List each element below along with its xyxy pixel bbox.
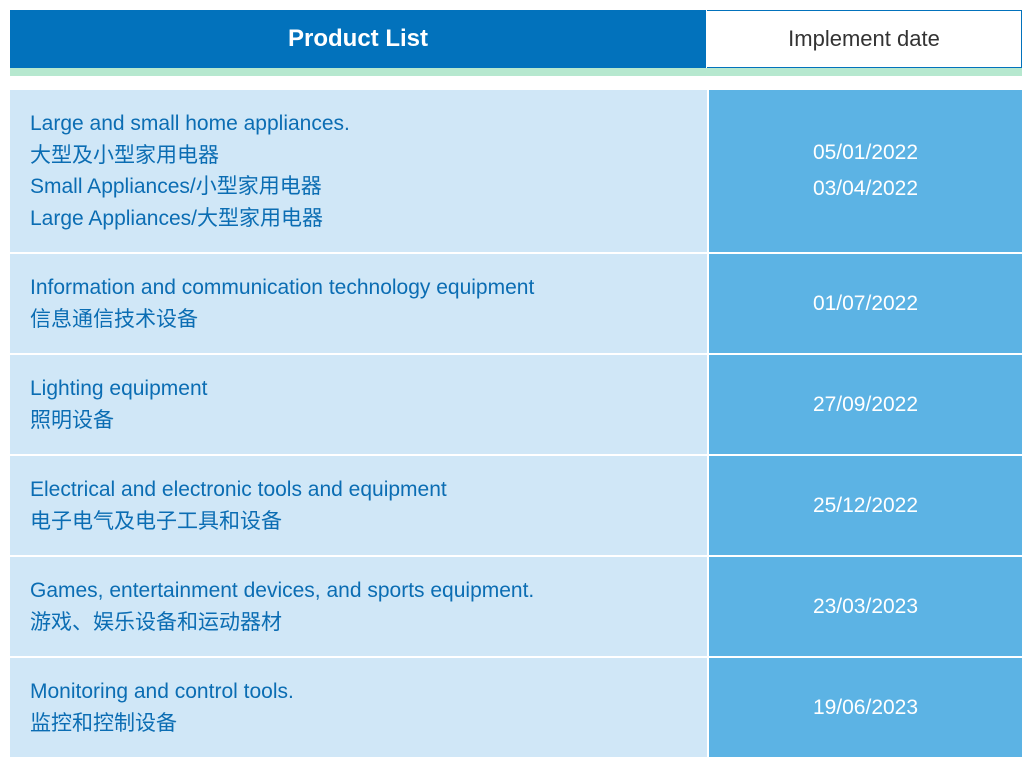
date-cell: 01/07/2022 (707, 254, 1022, 353)
product-line: 照明设备 (30, 405, 687, 437)
date-value: 27/09/2022 (813, 387, 918, 423)
product-table: Product List Implement date Large and sm… (10, 10, 1022, 759)
product-line: Large and small home appliances. (30, 108, 687, 140)
date-value: 01/07/2022 (813, 286, 918, 322)
table-row: Lighting equipment 照明设备 27/09/2022 (10, 355, 1022, 456)
date-value: 03/04/2022 (813, 171, 918, 207)
header-product-list: Product List (10, 10, 707, 68)
table-row: Games, entertainment devices, and sports… (10, 557, 1022, 658)
date-cell: 05/01/2022 03/04/2022 (707, 90, 1022, 252)
product-line: 信息通信技术设备 (30, 304, 687, 336)
product-cell: Large and small home appliances. 大型及小型家用… (10, 90, 707, 252)
product-line: Small Appliances/小型家用电器 (30, 171, 687, 203)
date-value: 25/12/2022 (813, 488, 918, 524)
header-divider (10, 68, 1022, 76)
date-cell: 25/12/2022 (707, 456, 1022, 555)
product-cell: Lighting equipment 照明设备 (10, 355, 707, 454)
header-spacer (10, 76, 1022, 90)
product-cell: Games, entertainment devices, and sports… (10, 557, 707, 656)
product-line: Monitoring and control tools. (30, 676, 687, 708)
date-value: 19/06/2023 (813, 690, 918, 726)
table-row: Monitoring and control tools. 监控和控制设备 19… (10, 658, 1022, 759)
date-cell: 27/09/2022 (707, 355, 1022, 454)
product-line: Games, entertainment devices, and sports… (30, 575, 687, 607)
product-cell: Information and communication technology… (10, 254, 707, 353)
product-cell: Electrical and electronic tools and equi… (10, 456, 707, 555)
date-value: 05/01/2022 (813, 135, 918, 171)
product-line: Electrical and electronic tools and equi… (30, 474, 687, 506)
date-cell: 23/03/2023 (707, 557, 1022, 656)
product-line: Information and communication technology… (30, 272, 687, 304)
product-line: 大型及小型家用电器 (30, 140, 687, 172)
product-line: 电子电气及电子工具和设备 (30, 506, 687, 538)
product-line: Large Appliances/大型家用电器 (30, 203, 687, 235)
table-header-row: Product List Implement date (10, 10, 1022, 68)
product-line: 监控和控制设备 (30, 708, 687, 740)
date-cell: 19/06/2023 (707, 658, 1022, 757)
table-row: Large and small home appliances. 大型及小型家用… (10, 90, 1022, 254)
table-row: Electrical and electronic tools and equi… (10, 456, 1022, 557)
table-row: Information and communication technology… (10, 254, 1022, 355)
product-cell: Monitoring and control tools. 监控和控制设备 (10, 658, 707, 757)
product-line: 游戏、娱乐设备和运动器材 (30, 607, 687, 639)
header-implement-date: Implement date (707, 10, 1022, 68)
date-value: 23/03/2023 (813, 589, 918, 625)
product-line: Lighting equipment (30, 373, 687, 405)
